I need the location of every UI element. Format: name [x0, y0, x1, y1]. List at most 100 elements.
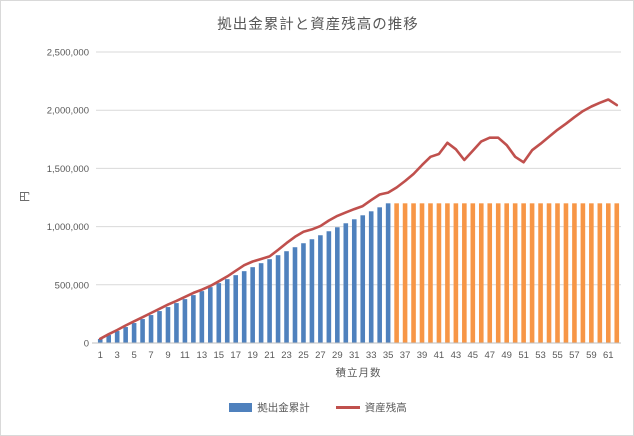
bar-month-46	[478, 203, 484, 343]
x-tick-label: 55	[552, 350, 563, 361]
x-tick-label: 3	[115, 350, 120, 361]
bar-month-44	[462, 203, 467, 343]
x-tick-label: 41	[434, 350, 445, 361]
x-tick-label: 59	[586, 350, 597, 361]
x-tick-label: 29	[332, 350, 343, 361]
bar-month-57	[572, 203, 577, 343]
x-tick-label: 39	[417, 350, 428, 361]
x-tick-label: 5	[131, 350, 136, 361]
bar-month-20	[258, 263, 264, 343]
bar-month-36	[394, 203, 399, 343]
x-tick-label: 21	[264, 350, 275, 361]
bar-month-49	[504, 203, 509, 343]
bar-month-8	[157, 311, 162, 343]
bar-month-9	[165, 307, 171, 343]
x-tick-label: 57	[569, 350, 580, 361]
bar-month-31	[351, 219, 357, 343]
bar-month-30	[343, 223, 349, 343]
bar-month-1	[97, 339, 103, 343]
bar-month-19	[250, 267, 255, 343]
y-tick-label: 1,000,000	[47, 222, 89, 233]
bar-month-38	[411, 203, 416, 343]
bar-month-22	[275, 255, 281, 343]
bar-month-10	[174, 303, 179, 343]
legend-item-balance: 資産残高	[335, 400, 407, 415]
bar-month-24	[292, 247, 298, 343]
bar-month-42	[445, 203, 450, 343]
x-tick-label: 27	[315, 350, 326, 361]
legend: 拠出金累計 資産残高	[1, 400, 633, 415]
x-tick-label: 1	[98, 350, 103, 361]
x-tick-label: 19	[247, 350, 258, 361]
bar-month-3	[114, 331, 120, 343]
bar-month-11	[182, 299, 188, 343]
bar-month-62	[614, 203, 620, 343]
bar-month-5	[131, 323, 137, 343]
bar-month-14	[208, 287, 213, 343]
bar-series-swatch-icon	[229, 403, 253, 412]
bar-month-54	[546, 203, 552, 343]
bar-month-21	[267, 259, 272, 343]
legend-label-balance: 資産残高	[364, 402, 407, 414]
x-tick-label: 15	[213, 350, 224, 361]
legend-label-contribution: 拠出金累計	[257, 402, 310, 414]
y-tick-label: 1,500,000	[47, 164, 89, 175]
bar-month-34	[377, 207, 382, 343]
bar-month-18	[241, 271, 247, 343]
bar-month-25	[301, 243, 306, 343]
bar-month-55	[555, 203, 560, 343]
legend-item-contribution: 拠出金累計	[229, 400, 310, 415]
bar-month-4	[123, 327, 128, 343]
bar-month-47	[487, 203, 493, 343]
bar-month-15	[216, 283, 222, 343]
x-tick-label: 45	[468, 350, 479, 361]
bar-month-50	[512, 203, 518, 343]
bar-month-16	[224, 279, 230, 343]
bar-month-53	[538, 203, 543, 343]
bar-month-12	[191, 295, 196, 343]
bar-month-32	[360, 215, 366, 343]
bar-month-39	[419, 203, 425, 343]
bar-month-41	[436, 203, 442, 343]
bar-month-29	[335, 227, 340, 343]
x-tick-label: 23	[281, 350, 292, 361]
bar-month-51	[521, 203, 526, 343]
bar-month-17	[233, 275, 239, 343]
x-tick-label: 33	[366, 350, 377, 361]
x-tick-label: 43	[451, 350, 462, 361]
bar-month-33	[368, 211, 374, 343]
x-tick-label: 13	[197, 350, 208, 361]
bar-month-6	[140, 319, 145, 343]
bar-month-43	[453, 203, 459, 343]
x-tick-label: 35	[383, 350, 394, 361]
x-tick-label: 11	[180, 350, 190, 361]
x-tick-label: 47	[484, 350, 495, 361]
bar-month-56	[563, 203, 569, 343]
bar-month-13	[199, 291, 205, 343]
y-tick-label: 500,000	[55, 280, 89, 291]
bar-month-37	[402, 203, 408, 343]
chart-title: 拠出金累計と資産残高の推移	[217, 17, 419, 33]
y-tick-label: 0	[84, 339, 89, 350]
bar-month-48	[495, 203, 501, 343]
x-tick-label: 9	[165, 350, 170, 361]
bar-month-60	[597, 203, 603, 343]
x-tick-label: 37	[400, 350, 411, 361]
bar-month-28	[326, 231, 332, 343]
bar-month-7	[148, 315, 154, 343]
x-tick-label: 61	[603, 350, 614, 361]
bar-month-59	[589, 203, 594, 343]
bar-month-23	[284, 251, 289, 343]
x-tick-label: 31	[349, 350, 360, 361]
y-tick-label: 2,500,000	[47, 48, 89, 59]
bar-month-35	[385, 203, 391, 343]
bar-month-45	[470, 203, 476, 343]
x-tick-label: 7	[148, 350, 153, 361]
x-tick-label: 25	[298, 350, 309, 361]
bar-month-52	[529, 203, 535, 343]
line-series-swatch-icon	[335, 406, 360, 409]
bar-month-61	[605, 203, 611, 343]
x-axis-title: 積立月数	[335, 367, 382, 379]
